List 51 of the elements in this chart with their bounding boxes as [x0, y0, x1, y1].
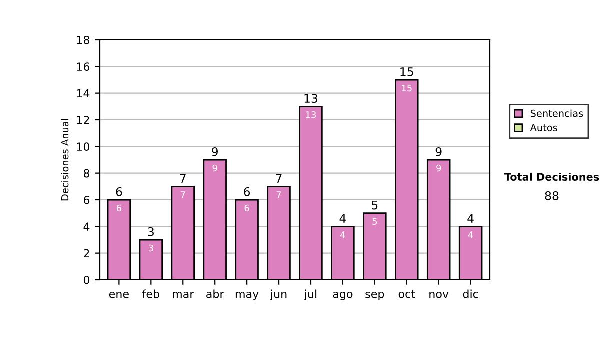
x-tick-label: abr	[206, 290, 224, 298]
total-label: 6	[116, 187, 122, 196]
x-tick-label: jul	[304, 290, 317, 300]
x-tick-label: ago	[333, 292, 353, 300]
data-label: 9	[212, 164, 218, 172]
total-label: 13	[304, 94, 318, 104]
data-label: 5	[372, 218, 377, 225]
x-tick-label: feb	[142, 290, 160, 298]
y-tick-label: 18	[77, 36, 90, 44]
data-label: 7	[180, 192, 186, 198]
y-axis-title: Decisiones Anual	[61, 119, 69, 201]
total-label: 3	[148, 227, 154, 236]
data-label: 4	[468, 232, 474, 238]
x-tick-label: oct	[398, 290, 416, 298]
legend-label: Autos	[530, 124, 558, 132]
x-tick-label: sep	[366, 292, 384, 300]
y-tick-label: 12	[77, 116, 90, 124]
total-label: 7	[276, 174, 282, 183]
y-tick-label: 16	[77, 62, 90, 72]
total-label: 4	[340, 214, 346, 223]
total-label: 9	[212, 147, 218, 156]
text: Total Decisiones	[504, 172, 600, 182]
y-tick-label: 8	[84, 169, 90, 178]
data-label: 9	[436, 164, 442, 172]
y-tick-label: 4	[84, 222, 90, 231]
y-tick-label: 10	[77, 142, 90, 152]
data-label: 3	[148, 244, 154, 252]
x-tick-label: may	[236, 292, 259, 300]
text: 88	[545, 191, 559, 200]
y-tick-label: 0	[84, 276, 90, 284]
total-label: 9	[436, 147, 442, 156]
x-tick-label: nov	[430, 292, 449, 298]
y-tick-label: 2	[84, 249, 90, 258]
y-tick-label: 14	[77, 89, 90, 98]
total-label: 4	[468, 214, 474, 223]
data-label: 13	[306, 111, 316, 118]
data-label: 15	[402, 84, 412, 92]
total-label: 15	[400, 68, 414, 76]
x-tick-label: jun	[270, 290, 287, 300]
total-label: 7	[180, 174, 186, 183]
data-label: 4	[340, 232, 346, 238]
x-tick-label: mar	[173, 292, 194, 298]
data-label: 6	[244, 204, 250, 212]
x-tick-label: dic	[463, 290, 478, 298]
data-label: 6	[116, 204, 122, 212]
total-label: 5	[372, 200, 378, 210]
x-tick-label: ene	[109, 292, 129, 298]
y-tick-label: 6	[84, 196, 90, 204]
legend-label: Sentencias	[530, 110, 584, 118]
data-label: 7	[276, 192, 282, 198]
total-label: 6	[244, 187, 250, 196]
